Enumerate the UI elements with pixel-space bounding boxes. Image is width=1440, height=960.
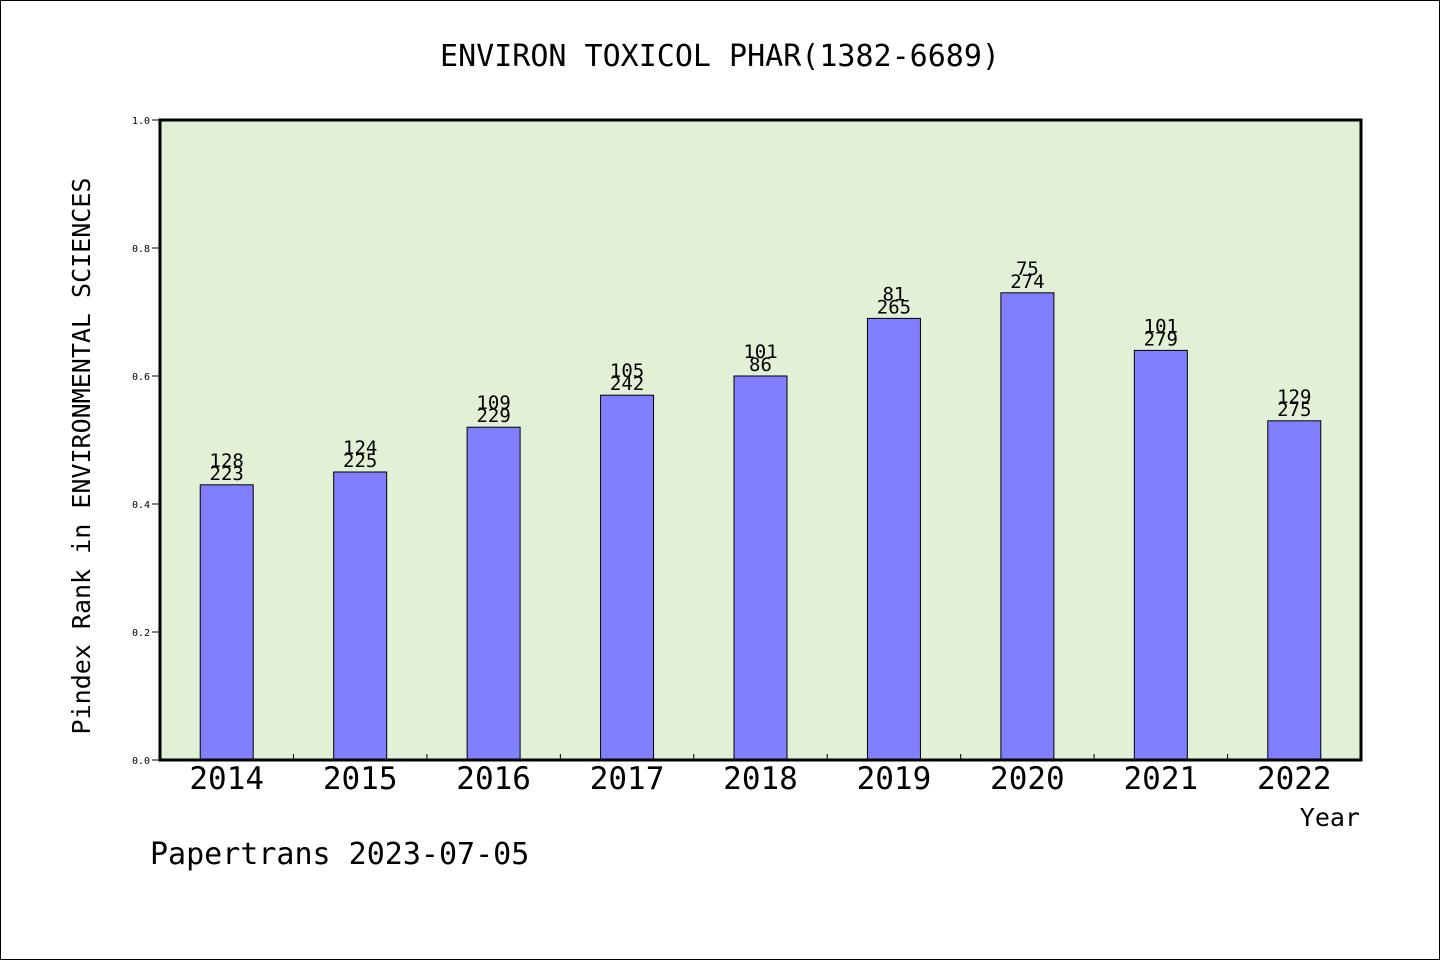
bar-label-top-2014: 128 (210, 450, 244, 472)
bar-label-bottom-2017: 242 (610, 373, 644, 395)
bar-2021 (1133, 349, 1188, 761)
x-tick-label-2022: 2022 (1257, 761, 1332, 797)
x-tick-label-2018: 2018 (723, 761, 798, 797)
x-tick-label-2016: 2016 (456, 761, 531, 797)
bar-label-top-2017: 105 (610, 360, 644, 382)
bar-label-bottom-2021: 279 (1144, 328, 1178, 350)
bar-label-top-2019: 81 (882, 283, 905, 305)
bar-label-top-2022: 129 (1277, 386, 1311, 408)
y-tick-label-1.0: 1.0 (132, 116, 150, 127)
x-tick-label-2019: 2019 (857, 761, 932, 797)
bar-2017 (600, 394, 655, 761)
x-axis-label: Year (1300, 803, 1360, 832)
bar-label-bottom-2020: 274 (1010, 271, 1044, 293)
bar-label-top-2021: 101 (1144, 315, 1178, 337)
bar-2016 (466, 426, 521, 761)
bar-2018 (733, 375, 788, 761)
x-tick-label-2020: 2020 (990, 761, 1065, 797)
bar-label-bottom-2022: 275 (1277, 399, 1311, 421)
x-tick-label-2015: 2015 (323, 761, 398, 797)
bar-label-bottom-2016: 229 (476, 405, 510, 427)
bar-label-top-2016: 109 (476, 392, 510, 414)
bar-2014 (199, 484, 254, 761)
bar-label-bottom-2014: 223 (210, 463, 244, 485)
y-tick-label-0.4: 0.4 (132, 500, 150, 511)
chart-title: ENVIRON TOXICOL PHAR(1382-6689) (440, 39, 1000, 74)
y-tick-label-0.8: 0.8 (132, 244, 150, 255)
bar-label-bottom-2019: 265 (877, 296, 911, 318)
bar-labels-group: 1282231242251092291052421018681265752741… (210, 258, 1312, 485)
bar-label-bottom-2018: 86 (749, 354, 772, 376)
bar-label-top-2015: 124 (343, 437, 377, 459)
bar-2022 (1267, 420, 1322, 761)
x-axis: 2014 2015 2016 2017 2018 2019 2020 2021 2022 (189, 754, 1332, 797)
bar-label-bottom-2015: 225 (343, 450, 377, 472)
bar-2015 (333, 471, 388, 761)
footer-credit: Papertrans 2023-07-05 (150, 837, 529, 872)
y-tick-label-0.0: 0.0 (132, 756, 150, 767)
bar-label-top-2020: 75 (1016, 258, 1039, 280)
y-axis-label: Pindex Rank in ENVIRONMENTAL SCIENCES (67, 178, 96, 735)
bar-2019 (866, 317, 921, 761)
bar-label-top-2018: 101 (743, 341, 777, 363)
bars-group (199, 292, 1322, 761)
y-tick-label-0.6: 0.6 (132, 372, 150, 383)
x-tick-label-2014: 2014 (189, 761, 264, 797)
y-axis: 0.0 0.2 0.4 0.6 0.8 1.0 (132, 116, 160, 767)
x-tick-label-2017: 2017 (590, 761, 665, 797)
x-tick-label-2021: 2021 (1124, 761, 1199, 797)
bar-2020 (1000, 292, 1055, 761)
plot-border (158, 118, 1363, 762)
y-tick-label-0.2: 0.2 (132, 628, 150, 639)
